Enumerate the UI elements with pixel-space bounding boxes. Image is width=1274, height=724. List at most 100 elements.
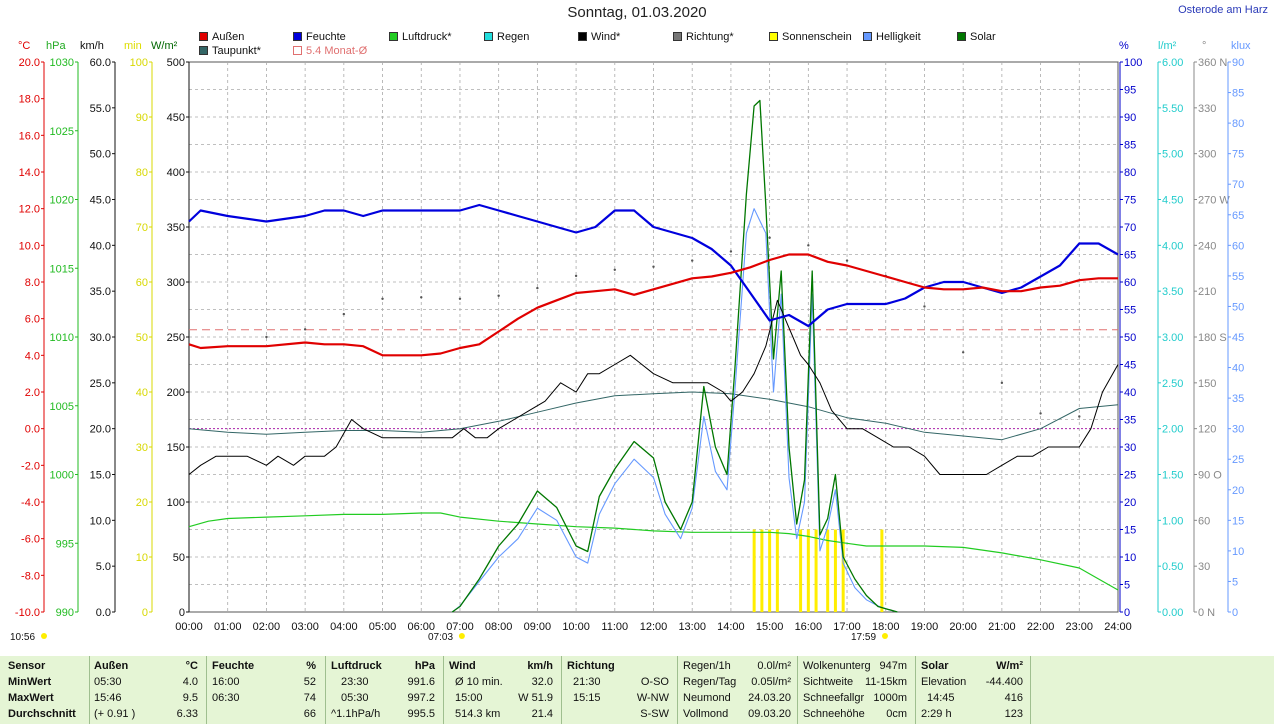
direction-tick: 270 W <box>1198 195 1230 207</box>
legend-swatch <box>673 32 682 41</box>
pressure-tick: 990 <box>56 607 74 619</box>
humidity-tick: 80 <box>1124 167 1136 179</box>
rain-tick: 3.50 <box>1162 286 1183 298</box>
series-richtung-point <box>536 286 539 290</box>
temp-tick: 6.0 <box>25 314 40 326</box>
legend-label: Richtung* <box>686 31 734 43</box>
solar-tick: 200 <box>167 387 185 399</box>
sun-tick: 40 <box>136 387 148 399</box>
brightness-tick: 80 <box>1232 118 1244 130</box>
pressure-tick: 1005 <box>50 401 74 413</box>
rain-tick: 4.50 <box>1162 195 1183 207</box>
temp-tick: 4.0 <box>25 350 40 362</box>
solar-tick: 500 <box>167 57 185 69</box>
wind-avg-note: 514.3 km <box>455 708 501 720</box>
legend-label: Luftdruck* <box>402 31 452 43</box>
series-richtung-point <box>613 268 616 271</box>
wolken-label: Wolkenunterg <box>803 660 871 672</box>
temp-tick: 18.0 <box>19 94 40 106</box>
humidity-tick: 0 <box>1124 607 1130 619</box>
brightness-tick: 20 <box>1232 485 1244 497</box>
legend-label: Helligkeit <box>876 31 921 43</box>
series-richtung-point <box>768 236 771 239</box>
time-tick: 18:00 <box>872 621 900 633</box>
wind-tick: 45.0 <box>90 195 111 207</box>
legend-item-3: Regen <box>484 31 529 43</box>
time-tick: 21:00 <box>988 621 1016 633</box>
solar-tick: 100 <box>167 497 185 509</box>
series-solar-line <box>451 99 898 613</box>
rain-tick: 4.00 <box>1162 240 1183 252</box>
solar-unit: W/m² <box>996 660 1023 672</box>
pressure-tick: 1025 <box>50 126 74 138</box>
brightness-axis-unit: klux <box>1231 40 1251 52</box>
sunrise-marker <box>458 633 465 639</box>
neumond-label: Neumond <box>683 692 731 704</box>
direction-tick: 240 <box>1198 240 1216 252</box>
series-richtung-point <box>961 351 965 354</box>
humidity-tick: 60 <box>1124 277 1136 289</box>
pressure-tick: 1030 <box>50 57 74 69</box>
time-tick: 22:00 <box>1027 621 1055 633</box>
sunset-marker <box>881 633 888 639</box>
rain-tick: 0.50 <box>1162 561 1183 573</box>
sicht-value: 11-15km <box>865 676 907 688</box>
humidity-tick: 50 <box>1124 332 1136 344</box>
time-tick: 00:00 <box>175 621 203 633</box>
wind-tick: 0.0 <box>96 607 111 619</box>
series-richtung-point <box>1039 412 1042 415</box>
series-richtung-point <box>923 305 926 308</box>
time-tick: 13:00 <box>678 621 706 633</box>
series-helligkeit-line <box>451 208 898 613</box>
legend-item-7: Helligkeit <box>863 31 921 43</box>
neumond-value: 24.03.20 <box>748 692 791 704</box>
luftdruck-title: Luftdruck <box>331 660 382 672</box>
table-section-regen: Regen/1h 0.0l/m² Regen/Tag 0.05l/m² Neumon… <box>683 658 793 722</box>
regen-1h-label: Regen/1h <box>683 660 731 672</box>
humidity-tick: 55 <box>1124 305 1136 317</box>
solar-duration: 2:29 h <box>921 708 952 720</box>
label-sensor: Sensor <box>8 660 46 672</box>
solar-tick: 350 <box>167 222 185 234</box>
now-marker <box>41 633 47 639</box>
wind-tick: 35.0 <box>90 286 111 298</box>
solar-tick: 400 <box>167 167 185 179</box>
legend-swatch <box>578 32 587 41</box>
legend-swatch <box>957 32 966 41</box>
luftdruck-min-time: 23:30 <box>341 676 369 688</box>
legend-swatch <box>199 46 208 55</box>
solar-tick: 50 <box>173 552 185 564</box>
legend-label: Regen <box>497 31 530 43</box>
temp-tick: 16.0 <box>19 130 40 142</box>
legend-swatch <box>199 32 208 41</box>
regen-1h-value: 0.0l/m² <box>757 660 791 672</box>
rain-tick: 1.50 <box>1162 470 1183 482</box>
sun-axis-unit: min <box>124 40 142 52</box>
sun-tick: 60 <box>136 277 148 289</box>
time-tick: 11:00 <box>601 621 628 633</box>
brightness-tick: 60 <box>1232 240 1244 252</box>
aussen-title: Außen <box>94 660 129 672</box>
aussen-min-time: 05:30 <box>94 676 122 688</box>
series-luftdruck-line <box>188 512 1119 591</box>
brightness-tick: 40 <box>1232 363 1244 375</box>
time-tick: 06:00 <box>407 621 435 633</box>
feuchte-max: 74 <box>303 692 316 704</box>
richtung-max-time: 15:15 <box>573 692 601 704</box>
solar-avg-value: 123 <box>1004 708 1023 720</box>
wind-avg: 21.4 <box>531 708 553 720</box>
humidity-tick: 30 <box>1124 442 1136 454</box>
table-row-labels: Sensor MinWert MaxWert Durchschnitt <box>8 658 88 722</box>
solar-max-time: 14:45 <box>927 692 955 704</box>
wind-min-time: Ø 10 min. <box>455 676 503 688</box>
humidity-tick: 15 <box>1124 525 1136 537</box>
legend-swatch <box>484 32 493 41</box>
legend-swatch <box>769 32 778 41</box>
legend-item-1: Feuchte <box>293 31 346 43</box>
location-link[interactable]: Osterode am Harz <box>1178 4 1268 16</box>
sun-tick: 100 <box>130 57 148 69</box>
sicht-label: Sichtweite <box>803 676 854 688</box>
wolken-value: 947m <box>879 660 907 672</box>
series-richtung-point <box>420 296 423 299</box>
schneehoehe-label: Schneehöhe <box>803 708 865 720</box>
